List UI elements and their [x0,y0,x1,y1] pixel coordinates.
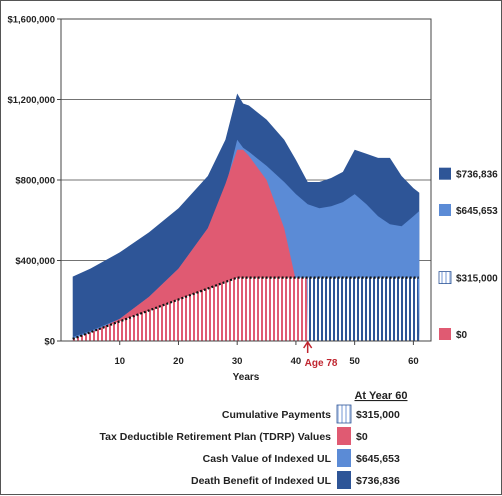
end-label-swatch [439,203,451,216]
legend-series-label: Tax Deductible Retirement Plan (TDRP) Va… [100,431,332,443]
legend-series-label: Death Benefit of Indexed UL [191,475,332,487]
x-tick-label: 20 [173,356,184,367]
legend-swatch [337,427,351,445]
end-label-swatch [439,328,451,340]
plot-border [60,18,432,342]
end-label-value: $0 [456,330,468,341]
legend-series-label: Cumulative Payments [222,409,331,421]
age-marker-arrow-icon [303,340,313,349]
label-layer: Age 78 $736,836 $645,653 $315,000 $0 [303,167,498,369]
y-tick-label: $400,000 [15,256,55,267]
x-tick-label: 50 [349,356,360,367]
x-tick-label: 40 [291,356,302,367]
cumulative-payments-ul-region [307,277,420,341]
legend-series-value: $315,000 [356,409,400,421]
end-label-value: $315,000 [456,274,498,285]
y-tick-label: $1,600,000 [7,15,55,26]
cumulative-payments-tdrp-region [72,277,308,341]
legend-series-value: $0 [356,431,368,443]
x-axis-title: Years [233,372,260,383]
legend-swatch [337,471,351,489]
legend-header: At Year 60 [354,390,407,402]
age-marker-label: Age 78 [305,358,338,369]
x-tick-label: 60 [408,356,419,367]
end-label-swatch [438,271,452,285]
legend-swatch [336,404,352,424]
legend-series-value: $645,653 [356,453,400,465]
axis-layer: $0 $400,000 $800,000 $1,200,000 $1,600,000 10… [7,15,432,383]
legend-swatch [337,449,351,467]
x-tick-label: 30 [232,356,243,367]
area-layer [72,93,420,341]
x-tick-label: 10 [114,356,125,367]
legend-layer: At Year 60 Cumulative Payments $315,000 Tax… [100,390,408,489]
end-label-value: $736,836 [456,170,498,181]
end-label-swatch [439,167,451,180]
y-tick-label: $800,000 [15,176,55,187]
legend-series-label: Cash Value of Indexed UL [203,453,332,465]
y-tick-label: $1,200,000 [7,95,55,106]
cumulative-payments-line [72,276,419,340]
y-tick-label: $0 [44,337,55,348]
legend-series-value: $736,836 [356,475,400,487]
end-label-value: $645,653 [456,206,498,217]
